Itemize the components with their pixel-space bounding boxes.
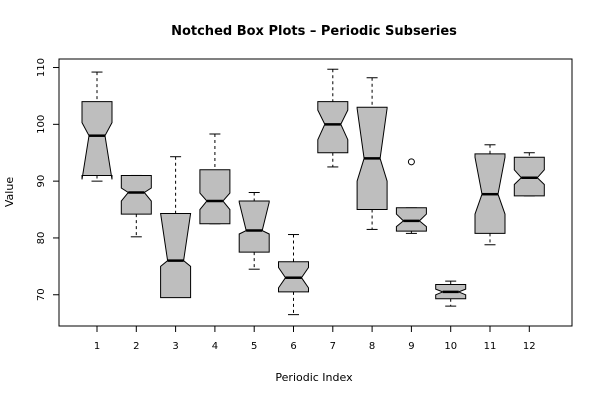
notched-box [199, 169, 231, 225]
y-tick-label: 110 [36, 58, 47, 77]
x-tick-label: 4 [212, 341, 218, 352]
x-tick-label: 9 [408, 341, 414, 352]
x-tick-label: 11 [484, 341, 497, 352]
y-tick-label: 80 [36, 232, 47, 245]
box-group [356, 77, 388, 230]
x-tick-label: 10 [444, 341, 457, 352]
x-tick-label: 1 [94, 341, 100, 352]
notched-box [120, 175, 152, 215]
outlier-point [407, 158, 415, 166]
x-tick-label: 2 [133, 341, 139, 352]
x-tick-label: 3 [172, 341, 178, 352]
x-tick-label: 6 [290, 341, 296, 352]
box-group [160, 156, 192, 299]
y-tick-label: 70 [36, 288, 47, 301]
box-group [278, 234, 309, 316]
box-group [395, 158, 427, 234]
plot-area-frame [58, 58, 573, 327]
x-tick-label: 5 [251, 341, 257, 352]
x-tick-label: 12 [523, 341, 536, 352]
x-tick-label: 8 [369, 341, 375, 352]
notched-box [395, 207, 427, 232]
y-axis-label: Value [3, 177, 16, 207]
box-group [238, 192, 270, 270]
notched-box [238, 200, 270, 253]
y-tick-label: 100 [36, 115, 47, 134]
y-axis: 70 80 90 100 110 [36, 58, 59, 301]
box-group [81, 71, 113, 182]
box-group [435, 280, 467, 307]
box-group [120, 174, 152, 238]
notched-box [81, 101, 113, 180]
notched-box [317, 101, 349, 154]
x-tick-label: 7 [330, 341, 336, 352]
x-axis: 1 2 3 4 5 6 7 8 9 10 11 12 [94, 326, 536, 352]
notched-box [160, 213, 192, 299]
x-axis-label: Periodic Index [275, 371, 353, 384]
box-group [474, 144, 506, 246]
box-group [317, 68, 349, 168]
box-group [199, 133, 231, 225]
chart-title: Notched Box Plots – Periodic Subseries [171, 24, 457, 39]
y-tick-label: 90 [36, 175, 47, 188]
box-group [513, 152, 545, 197]
boxes-layer [81, 68, 545, 316]
